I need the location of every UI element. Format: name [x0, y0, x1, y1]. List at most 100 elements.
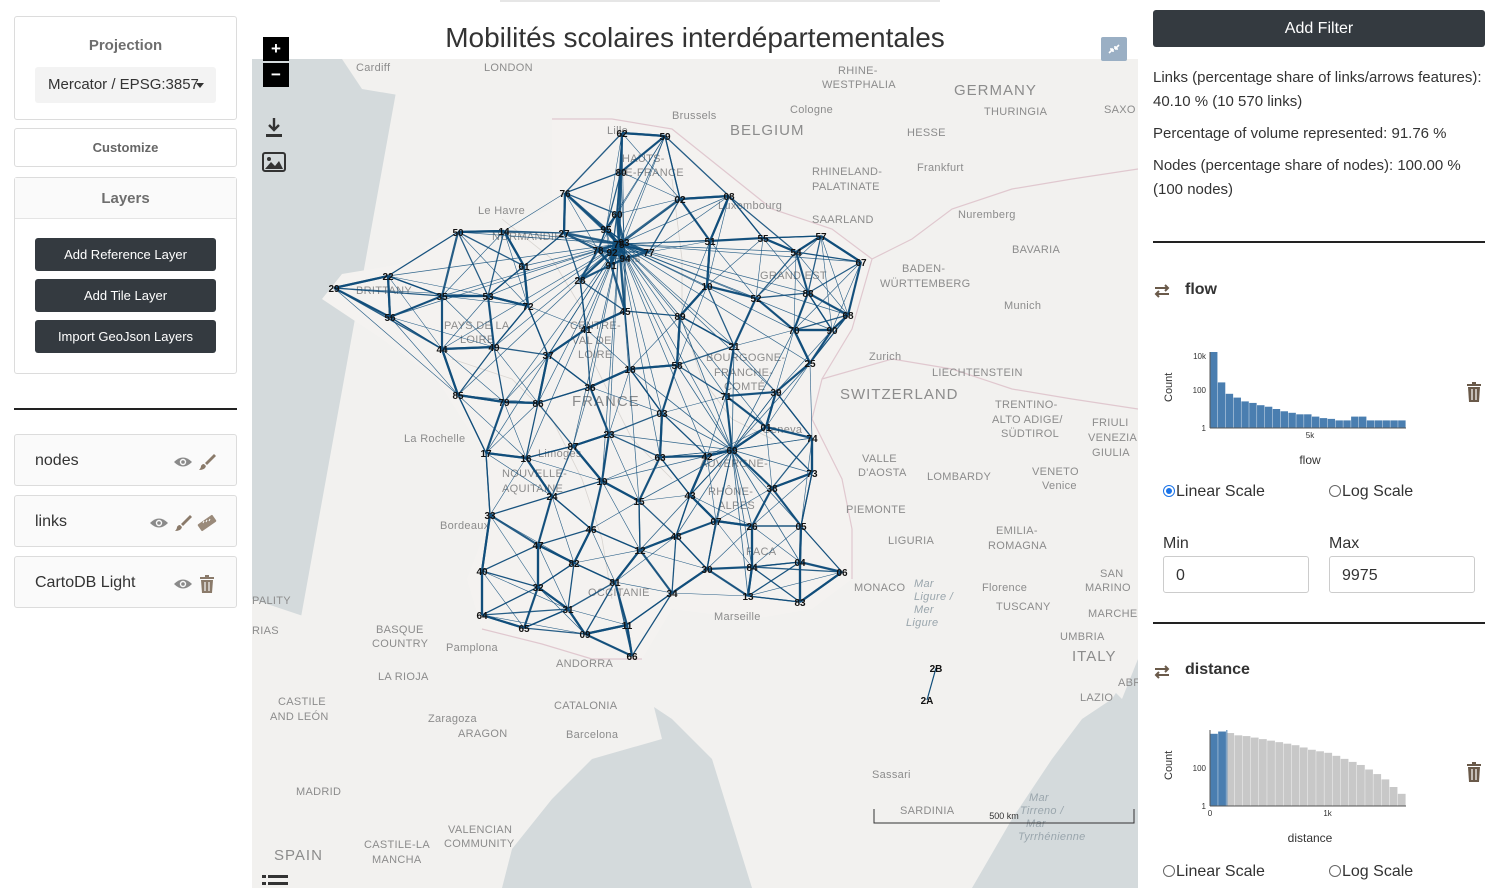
- link-line[interactable]: [751, 561, 801, 568]
- link-line[interactable]: [441, 345, 495, 351]
- histogram-bar[interactable]: [1234, 735, 1243, 806]
- link-line[interactable]: [567, 581, 616, 610]
- node-label[interactable]: 52: [750, 294, 762, 305]
- link-line[interactable]: [333, 287, 459, 396]
- link-line[interactable]: [485, 452, 553, 497]
- link-line[interactable]: [551, 495, 592, 530]
- histogram-bar[interactable]: [1288, 412, 1296, 428]
- link-line[interactable]: [638, 456, 661, 502]
- node-label[interactable]: 41: [580, 325, 592, 336]
- trash-icon[interactable]: [1466, 382, 1482, 402]
- node-label[interactable]: 09: [579, 630, 591, 641]
- link-line[interactable]: [618, 243, 811, 364]
- link-line[interactable]: [489, 495, 553, 516]
- node-label[interactable]: 69: [726, 446, 738, 457]
- link-line[interactable]: [579, 279, 626, 312]
- node-label[interactable]: 31: [562, 605, 574, 616]
- node-label[interactable]: 68: [842, 311, 854, 322]
- link-line[interactable]: [457, 394, 487, 454]
- link-line[interactable]: [485, 451, 527, 460]
- link-line[interactable]: [590, 500, 640, 530]
- link-line[interactable]: [503, 230, 525, 267]
- node-label[interactable]: 90: [826, 326, 838, 337]
- brush-icon[interactable]: [197, 453, 217, 471]
- link-line[interactable]: [751, 566, 843, 573]
- link-line[interactable]: [765, 426, 773, 489]
- node-label[interactable]: 89: [674, 312, 686, 323]
- link-line[interactable]: [638, 500, 677, 537]
- node-label[interactable]: 02: [674, 195, 686, 206]
- link-line[interactable]: [618, 243, 809, 294]
- link-line[interactable]: [731, 391, 777, 451]
- histogram-bar[interactable]: [1299, 747, 1308, 806]
- fullscreen-button[interactable]: [1101, 37, 1127, 61]
- link-line[interactable]: [579, 249, 599, 281]
- link-line[interactable]: [457, 231, 565, 234]
- node-label[interactable]: 84: [746, 563, 758, 574]
- link-line[interactable]: [608, 243, 620, 435]
- link-line[interactable]: [771, 487, 802, 527]
- link-line[interactable]: [527, 305, 587, 330]
- link-line[interactable]: [618, 243, 733, 451]
- link-line[interactable]: [661, 412, 708, 457]
- node-label[interactable]: 06: [836, 568, 848, 579]
- histogram-bar[interactable]: [1249, 402, 1257, 428]
- node-label[interactable]: 65: [518, 624, 530, 635]
- link-line[interactable]: [639, 549, 673, 594]
- node-label[interactable]: 16: [520, 454, 532, 465]
- link-line[interactable]: [731, 449, 802, 527]
- link-line[interactable]: [584, 633, 633, 657]
- link-line[interactable]: [639, 449, 733, 551]
- histogram-bar[interactable]: [1327, 418, 1336, 428]
- link-line[interactable]: [484, 401, 506, 454]
- link-line[interactable]: [584, 623, 628, 636]
- link-line[interactable]: [608, 368, 631, 435]
- link-line[interactable]: [679, 285, 708, 317]
- link-line[interactable]: [387, 231, 459, 277]
- flow-histogram[interactable]: Count 10k 100 1 5k flow: [1158, 340, 1418, 475]
- link-line[interactable]: [333, 274, 389, 290]
- histogram-bar[interactable]: [1311, 416, 1320, 428]
- node-label[interactable]: 72: [522, 302, 534, 313]
- link-line[interactable]: [706, 455, 717, 522]
- link-line[interactable]: [638, 494, 691, 502]
- link-line[interactable]: [807, 292, 833, 331]
- link-line[interactable]: [387, 275, 443, 297]
- histogram-bar[interactable]: [1358, 416, 1367, 428]
- nodes-layer[interactable]: 62 59 80 02 08 76 60 95 14 50 27 51 55 57 54 67 77 759293…: [328, 129, 942, 707]
- link-line[interactable]: [493, 346, 539, 404]
- link-line[interactable]: [522, 586, 540, 629]
- node-label[interactable]: 13: [742, 592, 754, 603]
- link-line[interactable]: [689, 494, 753, 527]
- link-line[interactable]: [809, 362, 813, 439]
- histogram-bar[interactable]: [1257, 405, 1265, 428]
- link-line[interactable]: [487, 265, 525, 297]
- link-line[interactable]: [658, 412, 664, 458]
- node-label[interactable]: 29: [328, 284, 340, 295]
- node-label[interactable]: 71: [720, 392, 732, 403]
- link-line[interactable]: [489, 457, 527, 516]
- link-line[interactable]: [725, 345, 735, 397]
- eye-icon[interactable]: [149, 514, 169, 532]
- map-canvas[interactable]: Cardiff LONDON Lille Brussels BELGIUM RHINE- W…: [252, 59, 1138, 888]
- download-icon[interactable]: [264, 116, 284, 138]
- link-line[interactable]: [724, 395, 734, 451]
- min-input[interactable]: 0: [1163, 556, 1309, 593]
- node-label[interactable]: 66: [626, 652, 638, 663]
- node-label[interactable]: 70: [788, 326, 800, 337]
- link-line[interactable]: [629, 368, 733, 451]
- link-line[interactable]: [601, 433, 610, 482]
- link-line[interactable]: [676, 364, 727, 397]
- link-line[interactable]: [493, 305, 529, 348]
- link-line[interactable]: [489, 514, 539, 588]
- node-label[interactable]: 91: [605, 261, 617, 272]
- link-line[interactable]: [659, 455, 708, 458]
- link-line[interactable]: [661, 395, 727, 414]
- link-line[interactable]: [389, 316, 459, 396]
- link-line[interactable]: [590, 528, 616, 583]
- link-line[interactable]: [537, 544, 575, 564]
- histogram-bar[interactable]: [1280, 411, 1288, 428]
- link-line[interactable]: [573, 528, 592, 564]
- swap-icon[interactable]: [1153, 283, 1171, 299]
- link-line[interactable]: [440, 231, 460, 297]
